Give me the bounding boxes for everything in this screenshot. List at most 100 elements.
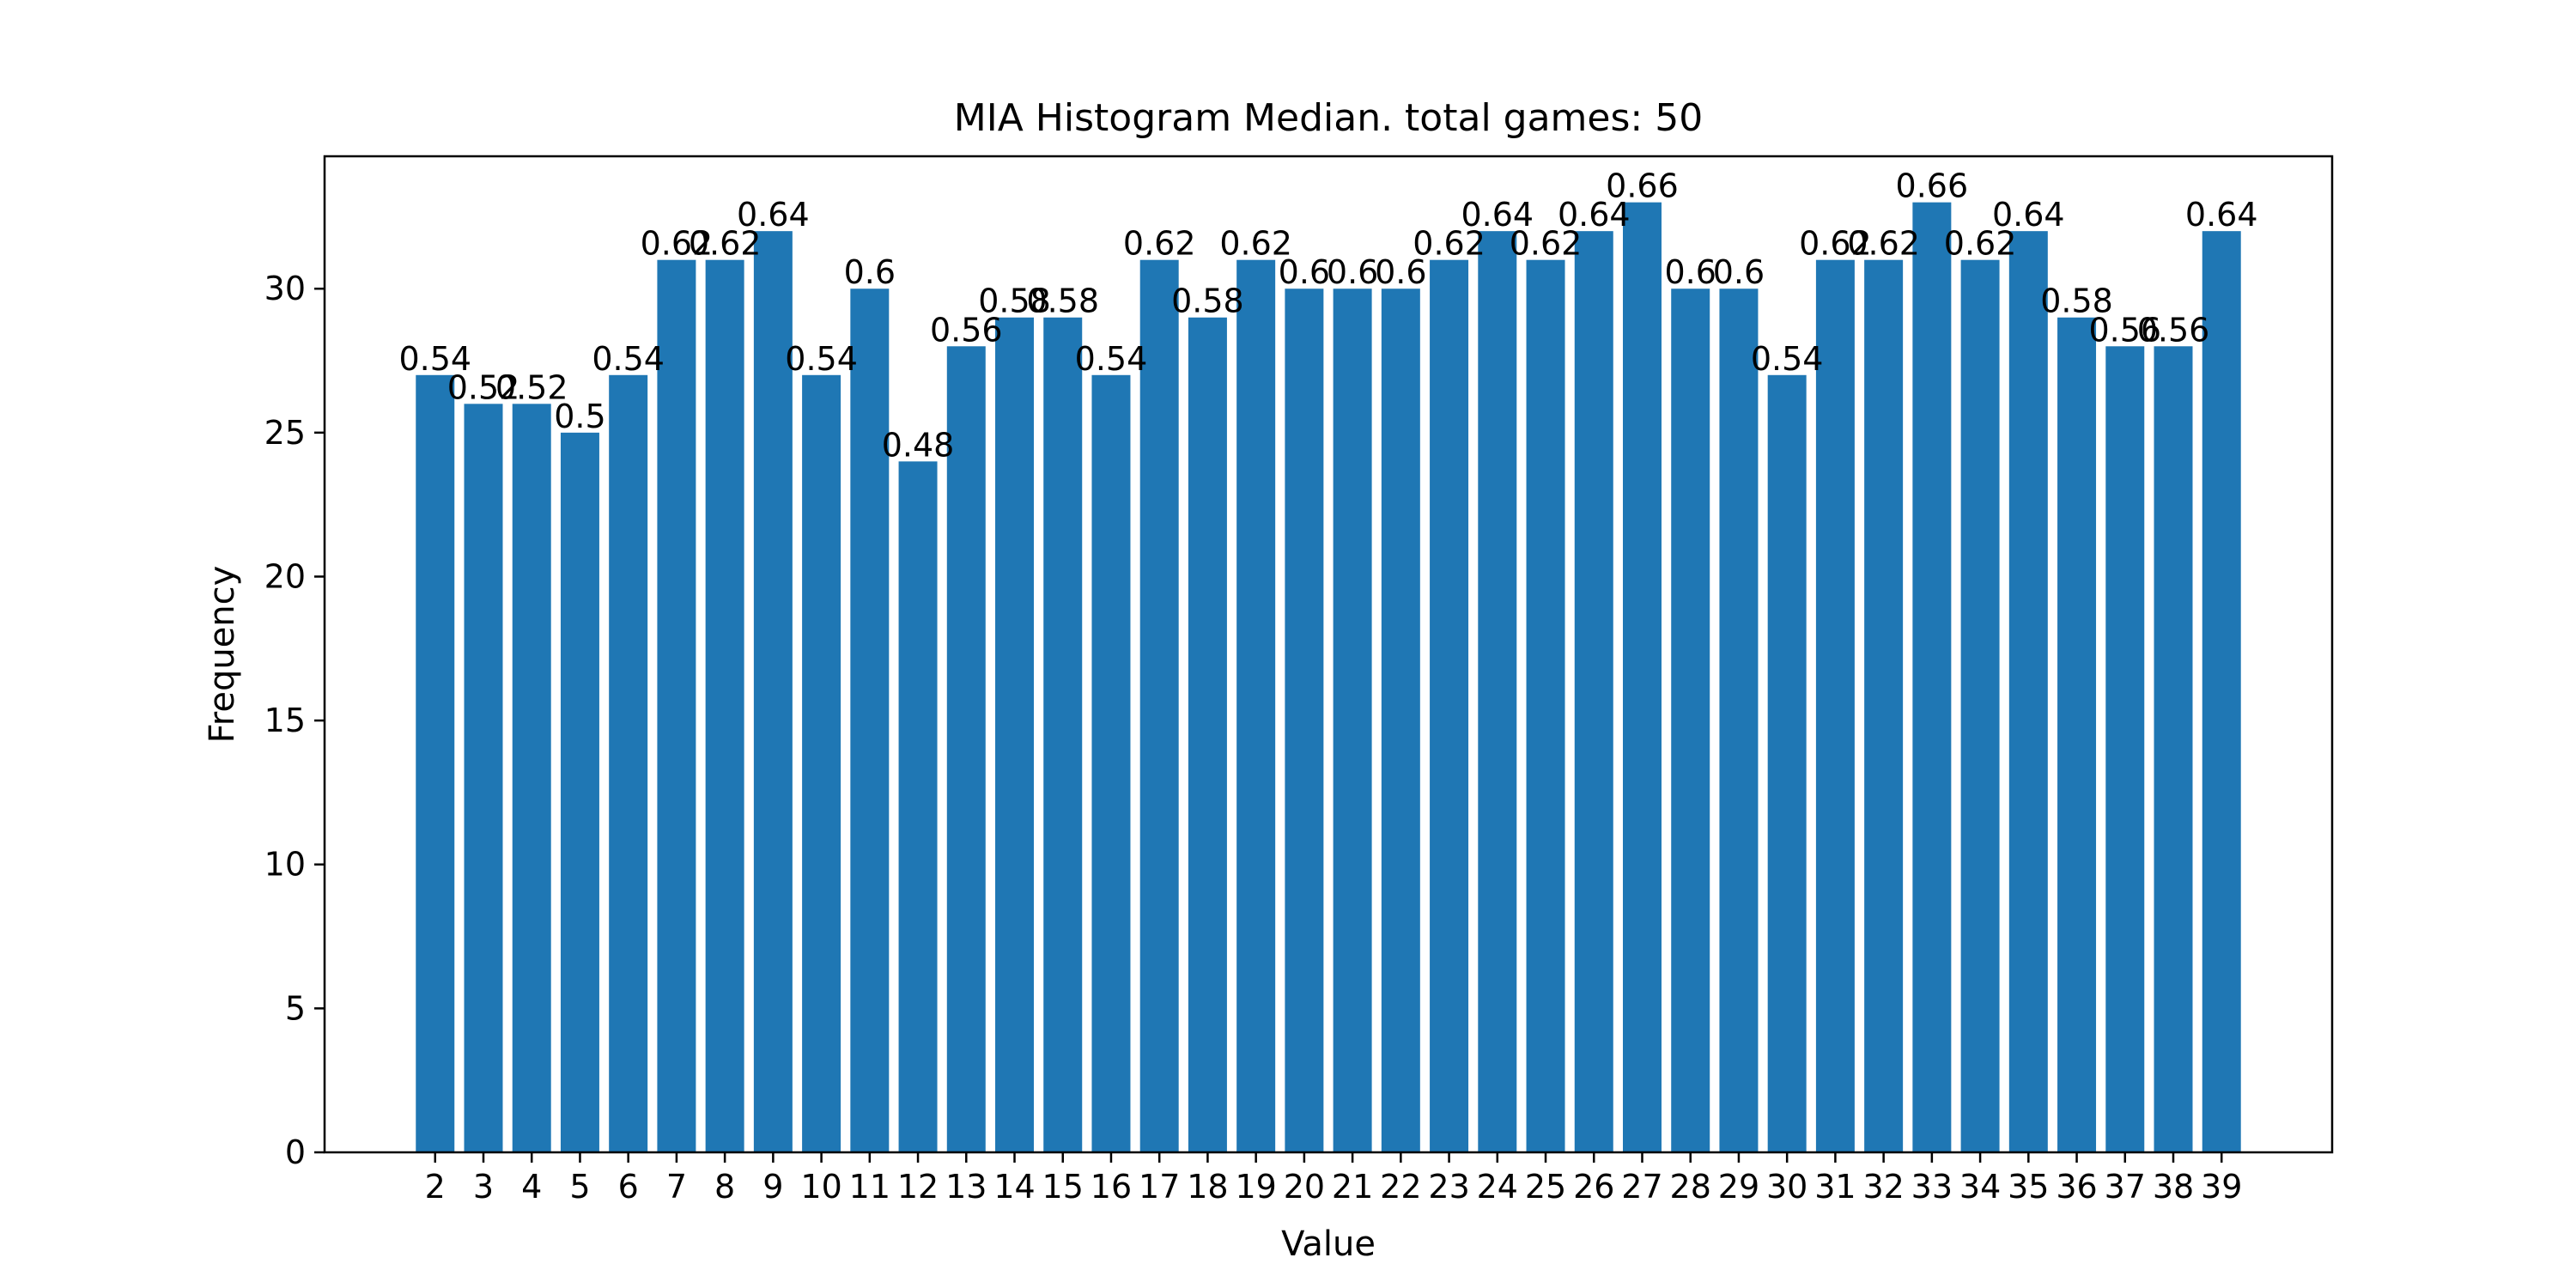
data-label-8: 0.62 xyxy=(689,225,762,263)
data-label-36: 0.58 xyxy=(2040,283,2113,320)
bar-32 xyxy=(1864,259,1904,1153)
x-tick-label-25: 25 xyxy=(1525,1168,1566,1206)
bar-17 xyxy=(1139,259,1179,1153)
data-label-16: 0.54 xyxy=(1075,340,1148,378)
data-label-15: 0.58 xyxy=(1026,283,1099,320)
data-label-24: 0.64 xyxy=(1461,196,1534,234)
x-tick-label-8: 8 xyxy=(714,1168,735,1206)
bar-28 xyxy=(1671,289,1710,1152)
bar-34 xyxy=(1960,259,2000,1153)
bar-3 xyxy=(464,404,503,1152)
data-label-37: 0.56 xyxy=(2088,311,2161,349)
x-tick-label-32: 32 xyxy=(1862,1168,1904,1206)
data-label-26: 0.64 xyxy=(1558,196,1631,234)
bar-24 xyxy=(1478,231,1517,1153)
x-tick-label-16: 16 xyxy=(1091,1168,1132,1206)
y-axis-label: Frequency xyxy=(203,566,242,744)
bar-39 xyxy=(2202,231,2241,1153)
bar-16 xyxy=(1091,374,1131,1152)
bar-6 xyxy=(609,374,648,1152)
x-tick-label-10: 10 xyxy=(800,1168,841,1206)
bar-33 xyxy=(1912,202,1952,1153)
x-tick-label-18: 18 xyxy=(1187,1168,1228,1206)
bar-5 xyxy=(560,432,599,1152)
bar-38 xyxy=(2154,346,2193,1152)
x-tick-label-28: 28 xyxy=(1670,1168,1711,1206)
bar-4 xyxy=(512,404,551,1152)
x-axis-label: Value xyxy=(1281,1224,1376,1264)
data-label-11: 0.6 xyxy=(844,253,896,291)
bar-20 xyxy=(1285,289,1324,1152)
x-tick-label-20: 20 xyxy=(1284,1168,1325,1206)
x-tick-label-15: 15 xyxy=(1042,1168,1084,1206)
x-tick-label-5: 5 xyxy=(569,1168,590,1206)
bar-8 xyxy=(705,259,744,1153)
bar-25 xyxy=(1526,259,1565,1153)
bar-22 xyxy=(1381,289,1420,1152)
x-tick-label-34: 34 xyxy=(1959,1168,2001,1206)
bar-2 xyxy=(416,374,455,1152)
bar-26 xyxy=(1574,231,1613,1153)
plot-frame xyxy=(323,155,2334,1154)
bar-14 xyxy=(995,317,1035,1152)
data-label-4: 0.52 xyxy=(495,368,568,406)
data-label-9: 0.64 xyxy=(737,196,810,234)
x-tick-label-4: 4 xyxy=(521,1168,542,1206)
x-tick-label-37: 37 xyxy=(2105,1168,2146,1206)
bar-37 xyxy=(2105,346,2145,1152)
data-label-18: 0.58 xyxy=(1171,283,1244,320)
y-tick-label-30: 30 xyxy=(264,270,306,307)
x-tick-label-24: 24 xyxy=(1477,1168,1518,1206)
bar-29 xyxy=(1719,289,1759,1152)
x-tick-label-17: 17 xyxy=(1139,1168,1180,1206)
bar-12 xyxy=(898,461,938,1152)
data-labels-group: 0.540.520.520.50.540.620.620.640.540.60.… xyxy=(398,167,2257,465)
data-label-12: 0.48 xyxy=(882,426,955,464)
x-tick-label-21: 21 xyxy=(1332,1168,1373,1206)
bar-9 xyxy=(753,231,793,1153)
x-tick-label-23: 23 xyxy=(1428,1168,1469,1206)
x-axis-ticks: 2 3 4 5 6 7 8 9 10 11 12 13 14 15 16 17 18 19 20 21 22 23 24 25… xyxy=(425,1152,2242,1206)
bar-11 xyxy=(850,289,890,1152)
x-tick-label-31: 31 xyxy=(1814,1168,1856,1206)
y-tick-label-15: 15 xyxy=(264,702,306,739)
x-tick-label-11: 11 xyxy=(849,1168,890,1206)
bar-36 xyxy=(2057,317,2097,1152)
x-tick-label-14: 14 xyxy=(993,1168,1035,1206)
data-label-17: 0.62 xyxy=(1123,225,1196,263)
data-label-30: 0.54 xyxy=(1751,340,1824,378)
x-tick-label-33: 33 xyxy=(1911,1168,1953,1206)
x-tick-label-13: 13 xyxy=(945,1168,987,1206)
bar-15 xyxy=(1043,317,1083,1152)
x-tick-label-12: 12 xyxy=(897,1168,939,1206)
bar-19 xyxy=(1236,259,1276,1153)
data-label-20: 0.6 xyxy=(1279,253,1330,291)
data-label-35: 0.64 xyxy=(1992,196,2065,234)
data-label-5: 0.5 xyxy=(554,398,605,435)
data-label-39: 0.64 xyxy=(2185,196,2258,234)
x-tick-label-9: 9 xyxy=(762,1168,783,1206)
x-tick-label-22: 22 xyxy=(1380,1168,1421,1206)
data-label-38: 0.56 xyxy=(2137,311,2210,349)
x-tick-label-2: 2 xyxy=(425,1168,446,1206)
y-axis-ticks: 0 5 10 15 20 25 30 xyxy=(264,270,325,1171)
bar-21 xyxy=(1333,289,1372,1152)
x-tick-label-7: 7 xyxy=(666,1168,687,1206)
bars-group xyxy=(416,202,2241,1153)
bar-30 xyxy=(1767,374,1807,1152)
data-label-34: 0.62 xyxy=(1944,225,2017,263)
data-label-19: 0.62 xyxy=(1219,225,1292,263)
data-label-33: 0.66 xyxy=(1896,167,1969,205)
x-tick-label-36: 36 xyxy=(2056,1168,2097,1206)
x-tick-label-35: 35 xyxy=(2008,1168,2049,1206)
data-label-27: 0.66 xyxy=(1606,167,1679,205)
bar-23 xyxy=(1430,259,1469,1153)
y-tick-label-10: 10 xyxy=(264,846,306,884)
x-tick-label-27: 27 xyxy=(1621,1168,1662,1206)
data-label-25: 0.62 xyxy=(1510,225,1583,263)
data-label-22: 0.6 xyxy=(1375,253,1426,291)
x-tick-label-26: 26 xyxy=(1573,1168,1614,1206)
bar-10 xyxy=(802,374,841,1152)
x-tick-label-29: 29 xyxy=(1718,1168,1759,1206)
